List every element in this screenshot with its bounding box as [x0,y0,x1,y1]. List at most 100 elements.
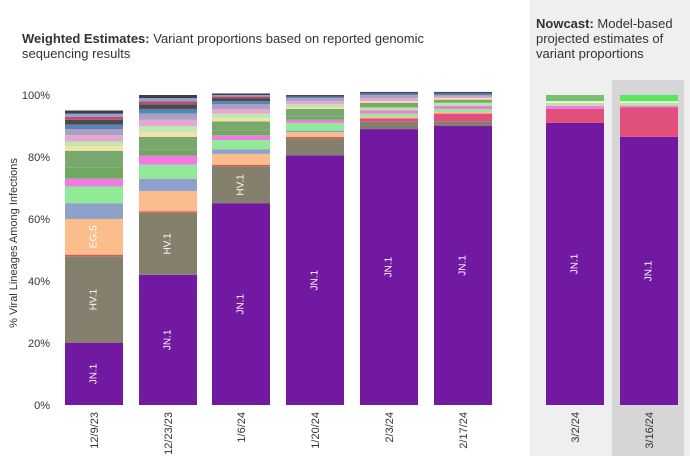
segment-label: JN.1 [163,329,174,350]
y-axis-label: % Viral Lineages Among Infections [8,158,20,328]
bar-segment [434,93,492,95]
bar-segment [546,101,604,103]
bar-segment [212,139,270,150]
nowcast-title: Nowcast: Model-based projected estimates… [536,16,686,61]
bar-segment [212,153,270,165]
x-tick-label: 2/3/24 [384,412,396,443]
segment-label: HV.1 [163,233,174,255]
bar-segment [360,116,418,119]
bar-segment [139,178,197,192]
bar-segment [286,96,344,99]
bar-segment [286,107,344,109]
bar-segment [139,274,197,405]
bar-segment [286,122,344,131]
bar-segment [65,141,123,147]
weighted-title-rest: Variant proportions based on reported ge… [22,31,424,61]
bar-segment [139,149,197,156]
bar-segment [286,116,344,120]
bar-segment [212,104,270,109]
bar-segment [286,132,344,137]
segment-label: HV.1 [89,289,100,311]
nowcast-title-rest: Model-based projected estimates of varia… [536,16,673,61]
bar-segment [65,203,123,219]
bar-segment [434,112,492,114]
bar-segment [65,150,123,168]
bar-segment [434,95,492,97]
weighted-title-bold: Weighted Estimates: [22,31,150,46]
bar-segment [434,99,492,103]
bar-segment [360,107,418,111]
bar-segment [546,122,604,406]
bar-segment [212,149,270,154]
bar-segment [434,108,492,113]
bar-segment [286,119,344,123]
bar-segment [139,101,197,105]
bar-segment [212,166,270,204]
bar-segment [139,164,197,179]
bar-segment [360,118,418,122]
bar-segment [434,102,492,106]
bar-segment [139,191,197,212]
segment-label: JN.1 [89,363,100,384]
bar-segment [360,98,418,102]
y-tick-label: 60% [28,214,50,226]
segment-label: JN.1 [384,256,395,277]
x-tick-label: 2/17/24 [458,412,470,449]
x-tick-label: 1/20/24 [310,412,322,449]
bar-segment [212,113,270,119]
bar-segment [65,186,123,204]
bar-segment [65,135,123,142]
x-tick-label: 12/23/23 [163,412,175,455]
bar-segment [65,256,123,343]
bar-segment [620,136,678,405]
bar-segment [139,108,197,114]
bar-segment [286,98,344,102]
bar-segment [212,135,270,140]
bar-segment [139,126,197,133]
bar-segment [620,95,678,102]
bar-segment [360,113,418,117]
x-tick-label: 12/9/23 [89,412,101,449]
bar-segment [434,98,492,100]
bar-segment [139,95,197,99]
bar-segment [620,102,678,106]
bar-segment [212,130,270,136]
bar-segment [360,110,418,114]
bar-segment [434,91,492,94]
y-tick-label: 0% [34,400,50,412]
nowcast-title-bold: Nowcast: [536,16,594,31]
segment-label: EG.5 [89,225,100,248]
y-tick-label: 80% [28,152,50,164]
bar-segment [434,126,492,405]
bar-segment [360,121,418,130]
bar-segment [434,113,492,122]
segment-label: JN.1 [310,270,321,291]
segment-label: JN.1 [644,260,655,281]
bar-segment [434,96,492,99]
bar-segment [212,98,270,102]
segment-label: JN.1 [236,294,247,315]
y-tick-label: 40% [28,276,50,288]
bar-segment [212,121,270,131]
bar-segment [65,113,123,117]
x-tick-label: 3/2/24 [570,412,582,443]
bar-segment [212,96,270,99]
bar-segment [546,102,604,106]
bar-segment [212,118,270,122]
bar-segment [65,219,123,255]
bar-segment [65,254,123,257]
bar-segment [286,130,344,133]
bar-segment [212,164,270,167]
bar-segment [65,110,123,114]
bar-segment [546,95,604,102]
bar-segment [212,108,270,114]
bar-segment [65,129,123,136]
bar-segment [65,167,123,179]
bar-segment [212,203,270,405]
bar-segment [620,105,678,108]
bar-segment [65,343,123,405]
bar-segment [65,124,123,130]
bar-segment [360,95,418,99]
x-tick-label: 3/16/24 [644,412,656,449]
